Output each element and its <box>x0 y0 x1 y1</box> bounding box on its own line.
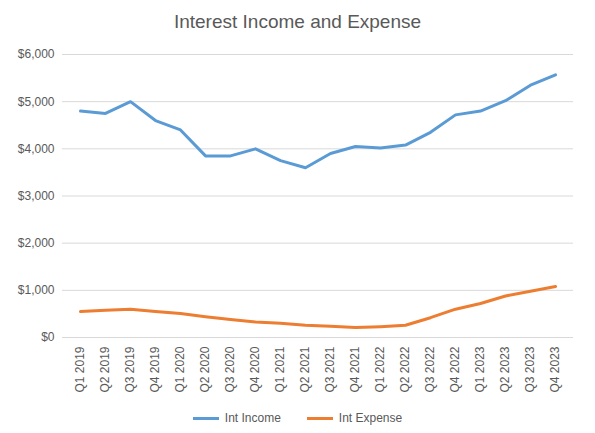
svg-text:Q1 2023: Q1 2023 <box>473 346 487 392</box>
svg-text:Q4 2019: Q4 2019 <box>148 346 162 392</box>
svg-text:$5,000: $5,000 <box>18 95 55 109</box>
svg-text:Q3 2019: Q3 2019 <box>123 346 137 392</box>
svg-text:Q1 2021: Q1 2021 <box>273 346 287 392</box>
svg-text:Q3 2020: Q3 2020 <box>223 346 237 392</box>
svg-text:$1,000: $1,000 <box>18 283 55 297</box>
svg-text:$0: $0 <box>41 330 55 344</box>
svg-text:Q2 2023: Q2 2023 <box>498 346 512 392</box>
svg-text:Q2 2019: Q2 2019 <box>98 346 112 392</box>
html-text:Int Income: Int Income <box>224 411 281 425</box>
svg-text:Q3 2023: Q3 2023 <box>523 346 537 392</box>
svg-text:Q2 2021: Q2 2021 <box>298 346 312 392</box>
svg-text:$2,000: $2,000 <box>18 236 55 250</box>
svg-text:$6,000: $6,000 <box>18 47 55 61</box>
svg-text:Q3 2021: Q3 2021 <box>323 346 337 392</box>
svg-text:Q4 2023: Q4 2023 <box>548 346 562 392</box>
svg-text:$4,000: $4,000 <box>18 142 55 156</box>
svg-text:Q2 2022: Q2 2022 <box>398 346 412 392</box>
svg-text:Q1 2019: Q1 2019 <box>73 346 87 392</box>
svg-text:Q3 2022: Q3 2022 <box>423 346 437 392</box>
html-text:Interest Income and Expense: Interest Income and Expense <box>173 11 422 32</box>
svg-text:Q1 2022: Q1 2022 <box>373 346 387 392</box>
html-text:Int Expense: Int Expense <box>338 411 403 425</box>
svg-text:Q1 2020: Q1 2020 <box>173 346 187 392</box>
svg-text:Q4 2021: Q4 2021 <box>348 346 362 392</box>
svg-text:$3,000: $3,000 <box>18 189 55 203</box>
svg-text:Q2 2020: Q2 2020 <box>198 346 212 392</box>
svg-text:Q4 2022: Q4 2022 <box>448 346 462 392</box>
svg-text:Q4 2020: Q4 2020 <box>248 346 262 392</box>
